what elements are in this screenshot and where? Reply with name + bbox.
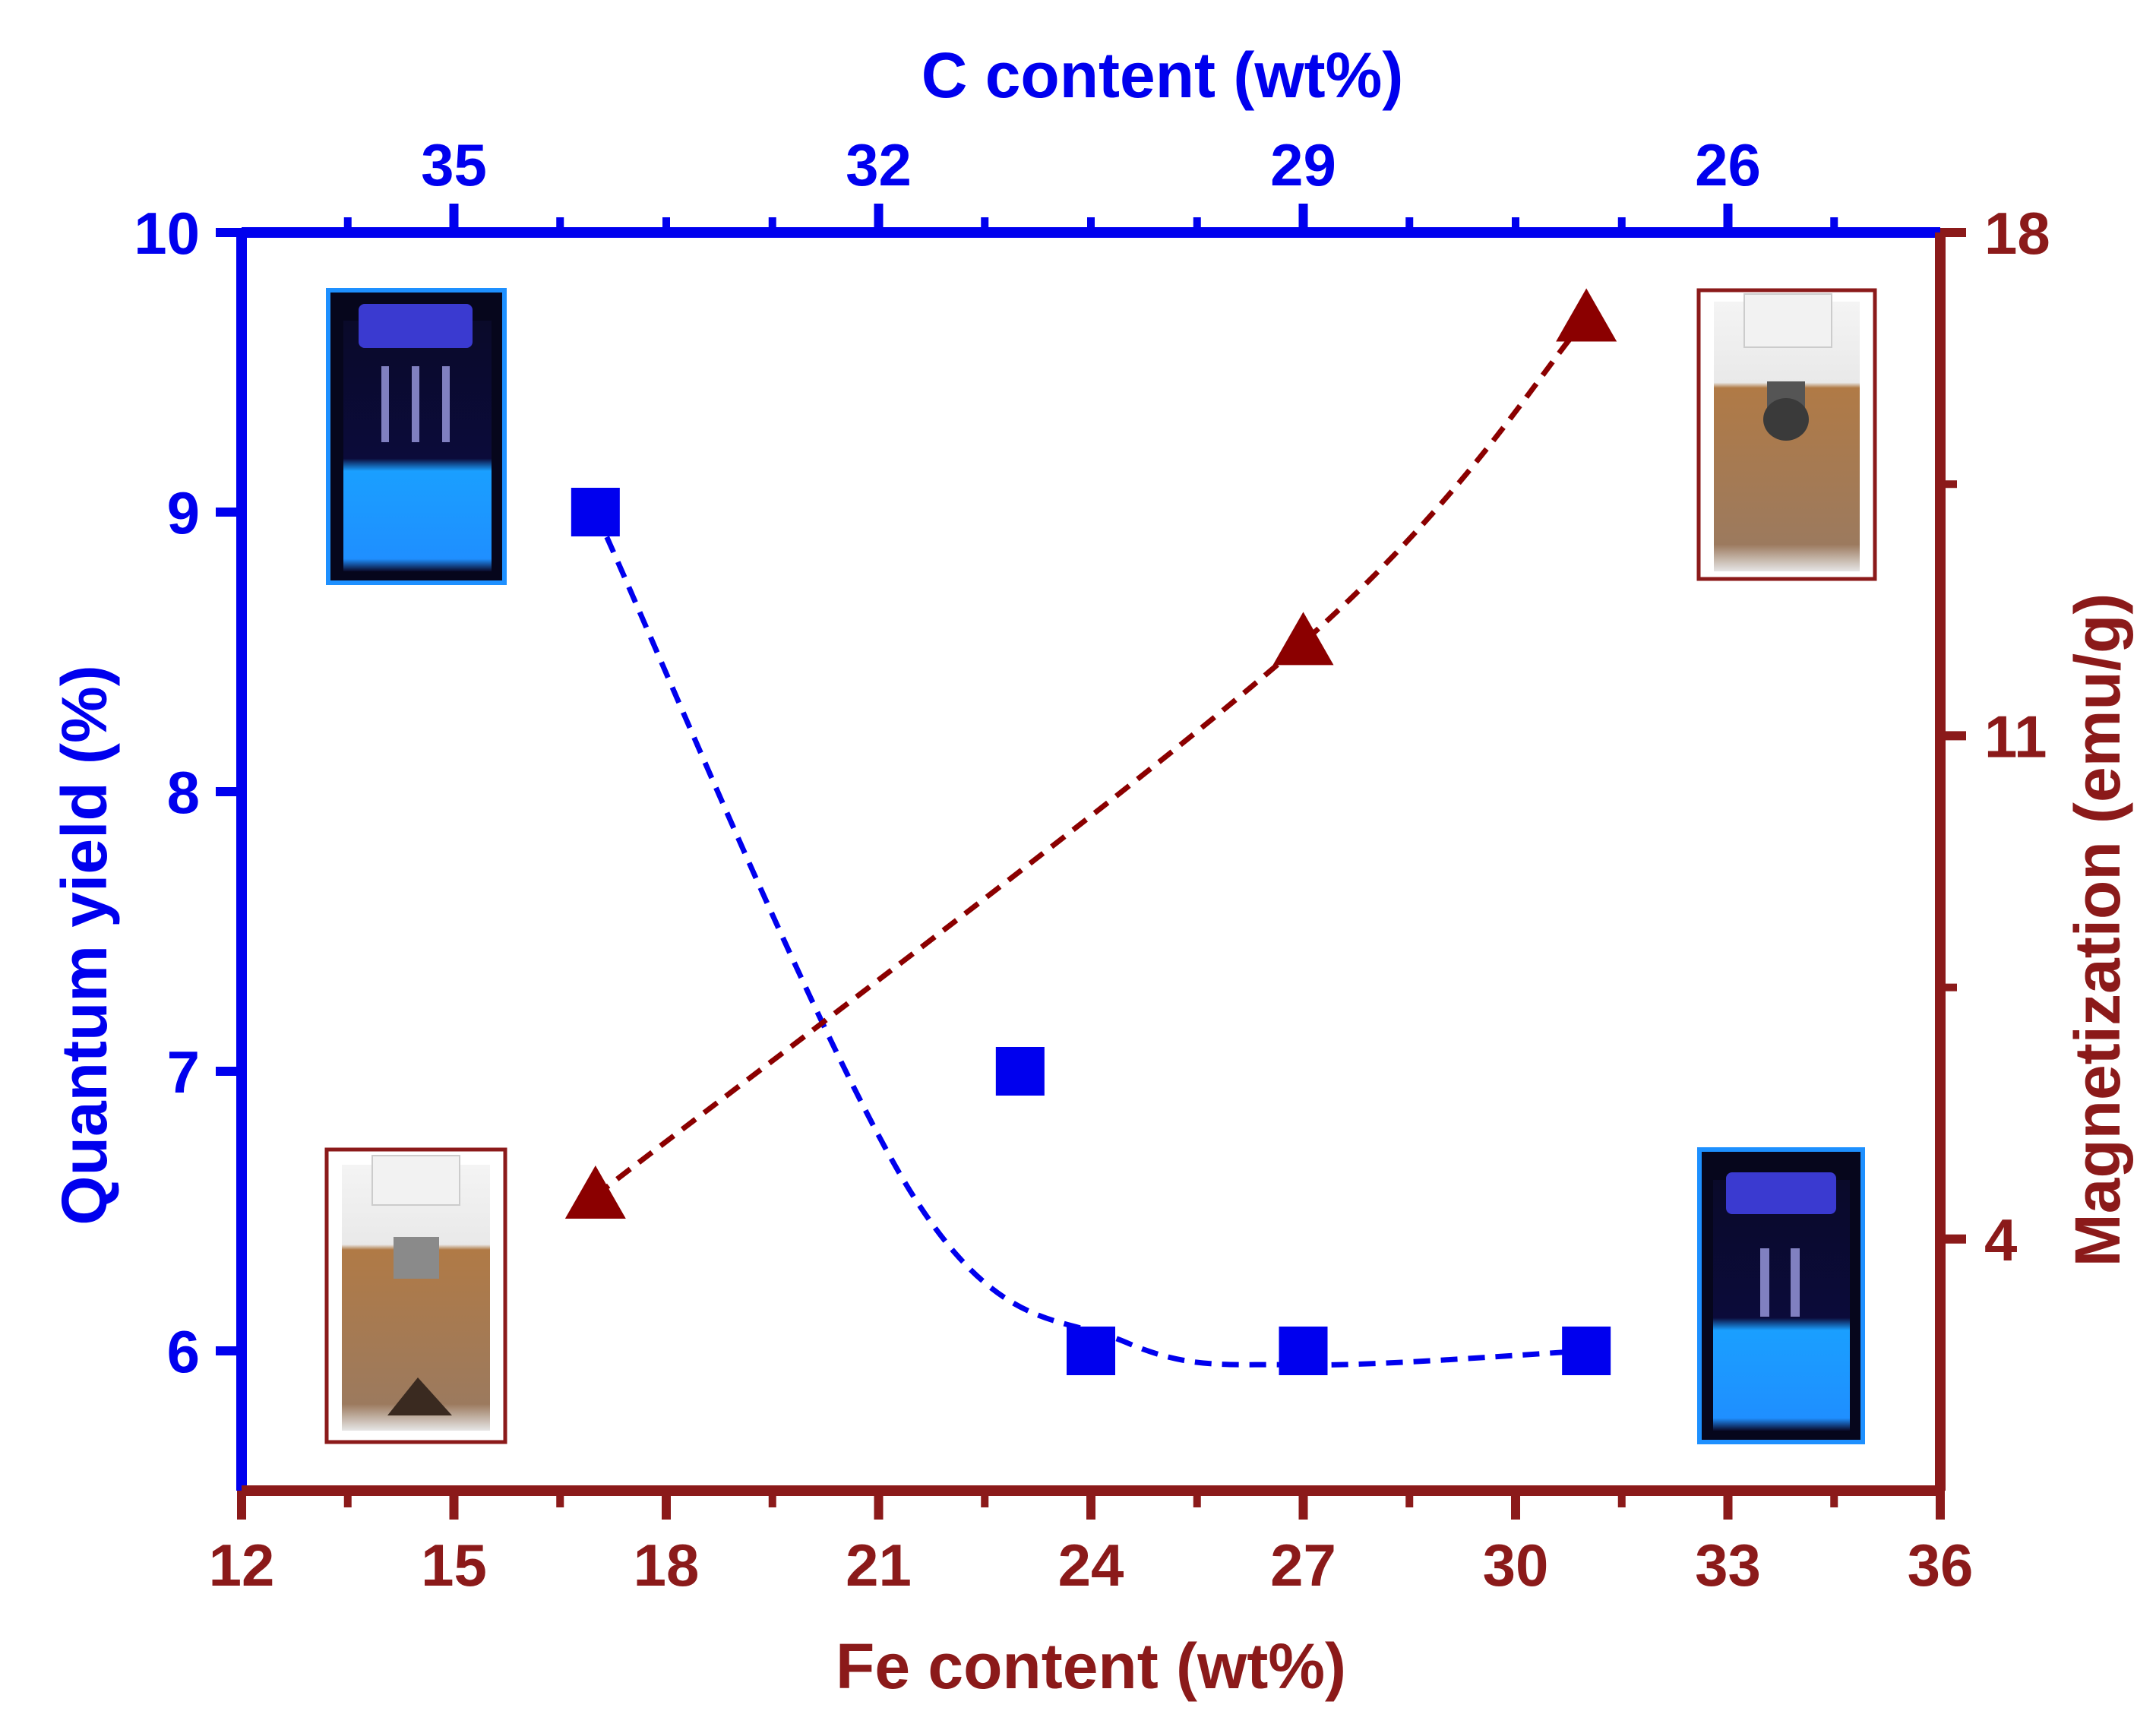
- vial-magnet-photo: [1696, 288, 1877, 581]
- y-left-tick-label: 9: [167, 479, 200, 546]
- x-tick-label: 15: [421, 1532, 487, 1599]
- magnetization-point: [1556, 288, 1617, 342]
- top-tick-label: 32: [846, 131, 912, 198]
- ticks-group: [216, 204, 1966, 1520]
- y-right-axis-title: Magnetization (emu/g): [2062, 593, 2133, 1267]
- markers-group: [564, 288, 1617, 1375]
- x-tick-label: 24: [1058, 1532, 1124, 1599]
- y-left-tick-label: 6: [167, 1318, 200, 1385]
- quantum-yield-point: [1067, 1327, 1115, 1375]
- quantum-yield-point: [571, 488, 620, 536]
- top-tick-labels: 35 32 29 26: [421, 131, 1761, 198]
- magnetization-point: [1272, 612, 1334, 666]
- x-tick-label: 33: [1695, 1532, 1761, 1599]
- x-tick-label: 30: [1483, 1532, 1549, 1599]
- x-tick-label: 12: [209, 1532, 275, 1599]
- quantum-yield-point: [995, 1047, 1045, 1096]
- top-tick-label: 29: [1270, 131, 1336, 198]
- x-tick-label: 27: [1270, 1532, 1336, 1599]
- x-axis-title: Fe content (wt%): [836, 1630, 1346, 1702]
- vial-magnet-photo: [324, 1147, 507, 1444]
- curves-group: [593, 317, 1589, 1368]
- magnetization-point: [564, 1165, 626, 1219]
- y-right-tick-label: 4: [1984, 1207, 2017, 1273]
- vial-uv-photo: [1697, 1147, 1865, 1444]
- y-right-tick-label: 11: [1984, 703, 2047, 770]
- y-left-axis-title: Quantum yield (%): [49, 665, 120, 1225]
- y-left-tick-label: 8: [167, 759, 200, 826]
- right-tick-labels: 4 11 18: [1984, 200, 2050, 1273]
- top-axis-title: C content (wt%): [922, 40, 1404, 111]
- x-tick-label: 18: [634, 1532, 700, 1599]
- quantum-yield-point: [1279, 1327, 1328, 1375]
- top-tick-label: 26: [1695, 131, 1761, 198]
- quantum-yield-trend-line: [593, 511, 1587, 1368]
- top-tick-label: 35: [421, 131, 487, 198]
- vial-uv-photo: [326, 288, 507, 585]
- quantum-yield-point: [1562, 1327, 1611, 1375]
- y-right-tick-label: 18: [1984, 200, 2050, 267]
- x-tick-label: 36: [1908, 1532, 1974, 1599]
- bottom-tick-labels: 12 15 18 21 24 27 30 33 36: [209, 1532, 1974, 1599]
- y-left-tick-label: 10: [134, 200, 200, 267]
- left-tick-labels: 6 7 8 9 10: [134, 200, 200, 1385]
- y-left-tick-label: 7: [167, 1039, 200, 1105]
- x-tick-label: 21: [846, 1532, 912, 1599]
- magnetization-trend-line: [593, 317, 1589, 1198]
